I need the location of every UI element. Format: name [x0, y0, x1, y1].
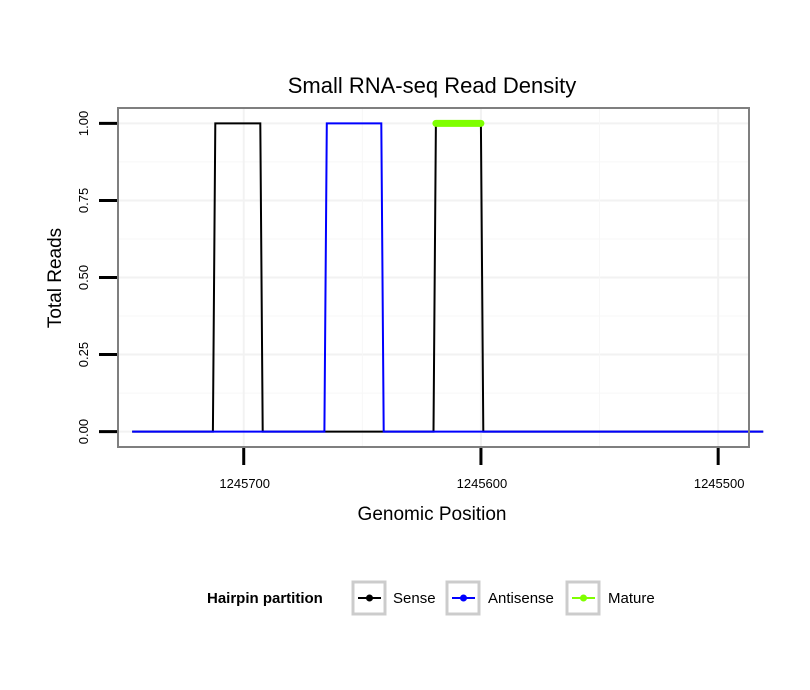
chart-title: Small RNA-seq Read Density	[288, 73, 577, 98]
legend: Hairpin partition Sense Antisense Mature	[207, 580, 655, 616]
x-tick-label: 1245700	[219, 476, 270, 491]
y-axis: 0.00 0.25 0.50 0.75 1.00	[76, 111, 117, 444]
y-tick-label: 0.50	[76, 265, 91, 290]
legend-label-mature: Mature	[608, 590, 655, 607]
legend-key-point	[366, 594, 373, 602]
legend-key-box	[565, 580, 601, 616]
y-tick-label: 0.75	[76, 188, 91, 213]
legend-label-antisense: Antisense	[488, 590, 554, 607]
y-tick-label: 1.00	[76, 111, 91, 136]
y-axis-title: Total Reads	[45, 228, 66, 328]
x-tick-label: 1245500	[694, 476, 745, 491]
series-line-antisense	[132, 122, 764, 433]
x-tick-label: 1245600	[457, 476, 508, 491]
x-axis-title: Genomic Position	[358, 504, 507, 525]
plot-border	[117, 107, 750, 448]
legend-key-point	[460, 594, 467, 602]
legend-key-point	[580, 594, 587, 602]
legend-title: Hairpin partition	[207, 590, 323, 607]
x-axis: 1245700 1245600 1245500	[219, 448, 744, 491]
series-layer	[132, 119, 764, 433]
y-tick-label: 0.25	[76, 342, 91, 367]
y-tick-label: 0.00	[76, 419, 91, 444]
legend-label-sense: Sense	[393, 590, 436, 607]
